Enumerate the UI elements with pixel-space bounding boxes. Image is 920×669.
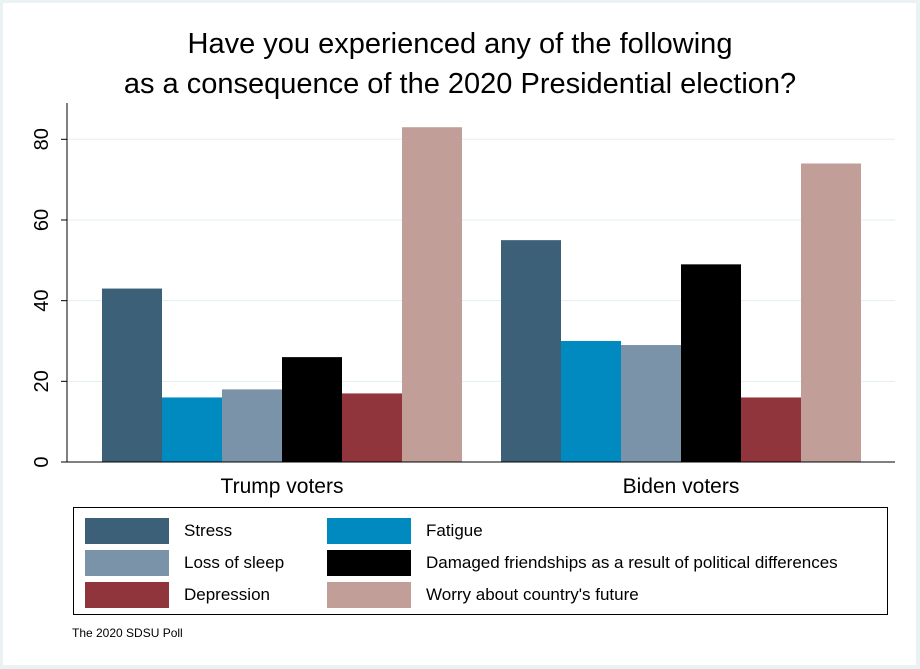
bar-trump-voters-worry-about-country-s-future: [402, 127, 462, 463]
x-tick-label-biden-voters: Biden voters: [623, 475, 740, 498]
legend-label-damaged-friendships: Damaged friendships as a result of polit…: [426, 553, 838, 572]
legend-label-loss-of-sleep: Loss of sleep: [184, 553, 285, 572]
source-note: The 2020 SDSU Poll: [72, 626, 183, 640]
bar-trump-voters-depression: [342, 393, 402, 462]
chart-title-line-2: as a consequence of the 2020 Presidentia…: [123, 68, 797, 100]
chart-title-line-1: Have you experienced any of the followin…: [187, 28, 733, 60]
bar-biden-voters-fatigue: [561, 340, 621, 462]
legend-label-stress: Stress: [184, 521, 233, 540]
x-tick-label-trump-voters: Trump voters: [221, 475, 344, 498]
legend-swatch-loss-of-sleep: [85, 550, 169, 576]
y-tick-label-0: 0: [31, 456, 53, 467]
y-tick-label-40: 40: [31, 290, 53, 312]
legend-label-worry: Worry about country's future: [426, 585, 639, 604]
legend-label-fatigue: Fatigue: [426, 521, 483, 540]
y-tick-label-60: 60: [31, 209, 53, 231]
y-tick-label-20: 20: [31, 370, 53, 392]
bar-biden-voters-depression: [741, 397, 801, 462]
legend-swatch-stress: [85, 518, 169, 544]
bar-trump-voters-stress: [102, 288, 162, 462]
bar-biden-voters-worry-about-country-s-future: [801, 163, 861, 462]
legend-swatch-fatigue: [327, 518, 411, 544]
legend-swatch-worry: [327, 582, 411, 608]
bar-trump-voters-loss-of-sleep: [222, 389, 282, 462]
legend-label-depression: Depression: [184, 585, 270, 604]
bar-trump-voters-fatigue: [162, 397, 222, 462]
bar-biden-voters-loss-of-sleep: [621, 345, 681, 462]
legend-swatch-depression: [85, 582, 169, 608]
bar-trump-voters-damaged-friendships-as-a-result-of-political-differences: [282, 357, 342, 462]
chart-legend: Stress Fatigue Loss of sleep Damaged fri…: [73, 507, 888, 615]
legend-swatch-damaged-friendships: [327, 550, 411, 576]
bar-biden-voters-stress: [501, 240, 561, 462]
bar-biden-voters-damaged-friendships-as-a-result-of-political-differences: [681, 264, 741, 462]
y-tick-label-80: 80: [31, 128, 53, 150]
